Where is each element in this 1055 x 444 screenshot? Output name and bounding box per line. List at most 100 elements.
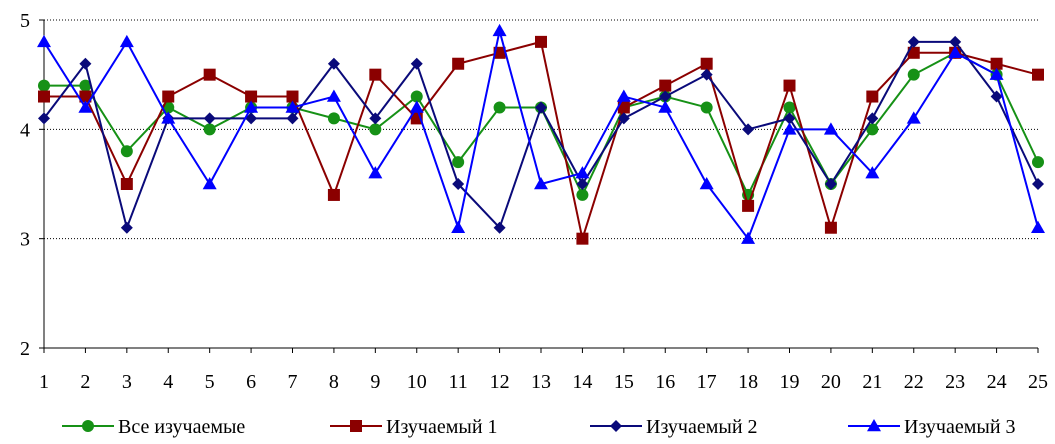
data-point (783, 101, 796, 114)
x-tick-label: 11 (449, 371, 468, 393)
data-point (451, 220, 466, 233)
data-point (576, 188, 589, 201)
x-tick-label: 8 (329, 371, 339, 393)
data-point (202, 177, 217, 190)
legend-item-1: Все изучаемые (62, 416, 245, 438)
x-tick-label: 3 (122, 371, 132, 393)
data-point (610, 420, 622, 432)
data-point (906, 111, 921, 124)
x-tick-label: 19 (780, 371, 800, 393)
x-tick-label: 7 (288, 371, 298, 393)
data-point (659, 79, 672, 92)
data-point (866, 90, 879, 103)
series-4 (37, 23, 1045, 244)
data-point (452, 178, 465, 190)
data-point (38, 90, 50, 103)
data-point (783, 112, 796, 125)
series-3 (38, 35, 1044, 234)
data-point (245, 112, 258, 125)
legend-label: Изучаемый 2 (646, 416, 758, 438)
legend-label: Изучаемый 1 (386, 416, 498, 438)
data-point (120, 145, 133, 158)
data-point (617, 112, 630, 125)
data-point (1031, 220, 1045, 233)
data-point (203, 123, 216, 136)
data-point (866, 112, 879, 125)
data-point (120, 178, 133, 190)
data-point (245, 90, 258, 103)
x-tick-label: 16 (655, 371, 675, 393)
legend-item-2: Изучаемый 1 (330, 416, 498, 438)
data-point (327, 57, 340, 70)
series-line (44, 51, 1039, 196)
data-point (742, 123, 755, 136)
data-point (78, 100, 93, 113)
data-point (38, 112, 50, 125)
x-tick-label: 4 (163, 371, 173, 393)
data-point (866, 123, 879, 136)
data-point (79, 57, 92, 70)
x-tick-label: 24 (987, 371, 1007, 393)
data-point (782, 122, 797, 135)
data-point (700, 68, 713, 81)
data-point (617, 101, 630, 114)
data-point (326, 89, 341, 102)
y-axis: 2 3 4 5 (20, 10, 45, 360)
data-point (120, 221, 133, 234)
data-point (576, 178, 589, 190)
data-point (700, 57, 713, 70)
x-tick-label: 18 (738, 371, 758, 393)
data-point (452, 156, 465, 169)
x-tick-label: 5 (205, 371, 215, 393)
data-point (493, 101, 506, 114)
data-point (327, 188, 340, 201)
data-point (286, 90, 299, 103)
x-axis: 1 2 3 4 5 6 7 8 9 10 11 12 13 14 15 16 17 18 19 20 21 22 23 24 2… (39, 347, 1048, 393)
y-tick-label: 3 (20, 229, 30, 251)
data-point (535, 101, 547, 114)
data-point (1032, 68, 1044, 81)
x-tick-label: 13 (531, 371, 551, 393)
data-point (369, 123, 382, 136)
data-point (1032, 178, 1044, 190)
data-point (493, 221, 506, 234)
data-point (990, 57, 1003, 70)
data-point (409, 100, 424, 113)
data-point (824, 221, 837, 234)
data-point (410, 90, 423, 103)
x-tick-label: 15 (614, 371, 634, 393)
x-tick-label: 21 (862, 371, 882, 393)
data-point (285, 100, 300, 113)
x-tick-label: 9 (370, 371, 380, 393)
data-point (989, 67, 1004, 80)
data-point (203, 112, 216, 125)
data-point (658, 100, 673, 113)
data-point (79, 90, 92, 103)
data-point (368, 166, 383, 179)
x-tick-label: 14 (572, 371, 592, 393)
x-tick-label: 6 (246, 371, 256, 393)
data-point (867, 419, 881, 432)
data-point (948, 45, 963, 59)
data-point (741, 231, 756, 244)
x-tick-label: 20 (821, 371, 841, 393)
data-point (699, 177, 714, 190)
y-tick-label: 2 (20, 338, 30, 360)
data-point (369, 112, 382, 125)
data-point (244, 100, 259, 113)
legend: Все изучаемые Изучаемый 1 Изучаемый 2 Изуча… (62, 416, 1016, 438)
data-point (616, 89, 631, 102)
data-point (327, 112, 340, 125)
x-tick-label: 1 (39, 371, 49, 393)
data-point (535, 35, 547, 48)
data-point (369, 68, 382, 81)
data-point (79, 79, 92, 92)
series-2 (38, 35, 1044, 245)
data-point (410, 57, 423, 70)
data-point (659, 90, 672, 103)
series-line (44, 40, 1039, 240)
data-point (823, 122, 838, 135)
data-point (350, 420, 362, 432)
x-tick-label: 23 (945, 371, 965, 393)
series-line (43, 29, 1039, 240)
